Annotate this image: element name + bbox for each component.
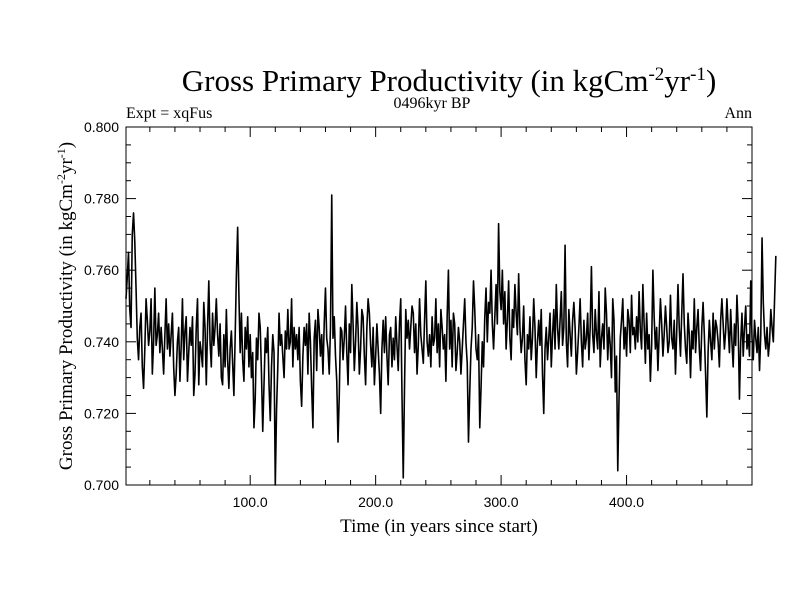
x-axis-label: Time (in years since start) xyxy=(340,516,538,537)
x-tick-label: 200.0 xyxy=(358,494,393,510)
chart-subtitle: 0496kyr BP xyxy=(394,95,471,112)
y-tick-label: 0.800 xyxy=(84,119,119,135)
x-tick-label: 300.0 xyxy=(484,494,519,510)
y-tick-label: 0.780 xyxy=(84,191,119,207)
x-axis: 100.0 200.0 300.0 400.0 xyxy=(149,127,728,510)
y-axis-label: Gross Primary Productivity (in kgCm-2yr-… xyxy=(54,142,77,470)
experiment-label: Expt = xqFus xyxy=(126,105,212,122)
y-tick-label: 0.720 xyxy=(84,405,119,421)
plot-frame xyxy=(125,126,753,486)
y-tick-label: 0.760 xyxy=(84,262,119,278)
series-line xyxy=(125,194,777,486)
season-label: Ann xyxy=(724,105,752,122)
series-group xyxy=(125,194,777,486)
chart-title: Gross Primary Productivity (in kgCm-2yr-… xyxy=(182,63,717,98)
y-tick-label: 0.700 xyxy=(84,477,119,493)
x-tick-label: 100.0 xyxy=(233,494,268,510)
y-axis: 0.700 0.720 0.740 0.760 0.780 0.800 xyxy=(84,119,752,493)
x-tick-label: 400.0 xyxy=(609,494,644,510)
y-tick-label: 0.740 xyxy=(84,334,119,350)
